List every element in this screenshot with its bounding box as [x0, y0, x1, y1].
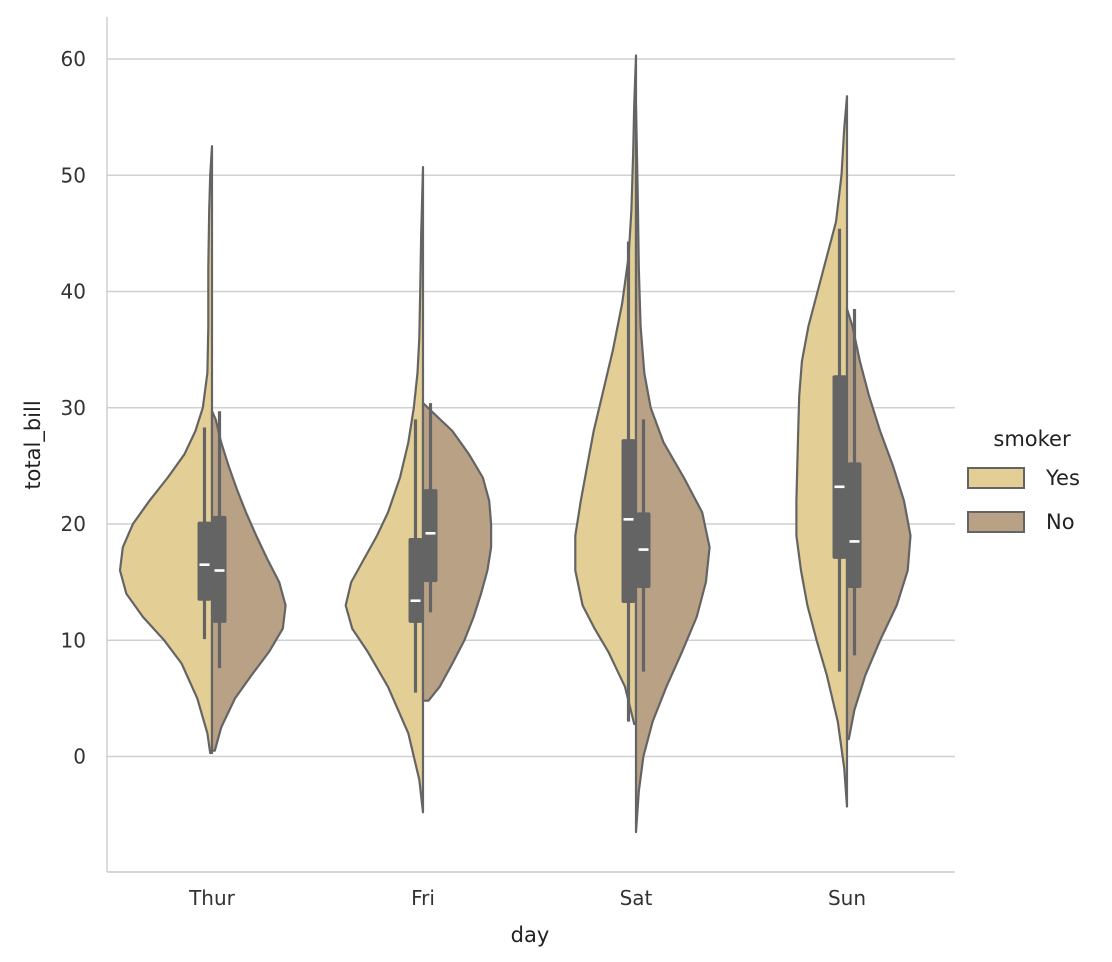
- legend-swatch-no: [967, 511, 1025, 533]
- x-tick-label-thur: Thur: [188, 886, 236, 910]
- axes: [106, 17, 955, 873]
- iqr-box-sun-no: [847, 462, 862, 588]
- legend-swatch-yes: [967, 467, 1025, 489]
- y-tick-label-30: 30: [61, 396, 86, 420]
- violin-sun-no: [845, 307, 912, 741]
- legend-items: Yes No: [967, 466, 1080, 534]
- y-tick-label-20: 20: [61, 512, 86, 536]
- y-axis-label: total_bill: [21, 400, 46, 489]
- y-tick-labels: 0 10 20 30 40 50 60: [61, 47, 86, 769]
- y-tick-label-60: 60: [61, 47, 86, 71]
- y-tick-label-0: 0: [73, 745, 86, 769]
- x-tick-labels: Thur Fri Sat Sun: [188, 886, 866, 910]
- x-axis-label: day: [511, 923, 550, 947]
- iqr-box-sat-yes: [621, 439, 636, 604]
- legend-label-yes: Yes: [1045, 466, 1080, 490]
- violin-sun-yes: [795, 95, 849, 808]
- legend-title: smoker: [993, 427, 1071, 451]
- x-tick-label-fri: Fri: [411, 886, 435, 910]
- violin-thur-no: [210, 410, 287, 752]
- y-tick-label-50: 50: [61, 163, 86, 187]
- iqr-box-sun-yes: [832, 375, 847, 559]
- legend-label-no: No: [1046, 510, 1075, 534]
- x-tick-label-sun: Sun: [828, 886, 866, 910]
- y-tick-label-10: 10: [61, 628, 86, 652]
- violin-plot-area: [118, 54, 912, 834]
- violin-fri-yes: [344, 166, 425, 814]
- iqr-box-fri-yes: [408, 537, 423, 623]
- violin-sat-yes: [574, 54, 638, 726]
- y-tick-label-40: 40: [61, 280, 86, 304]
- violin-sat-no: [634, 104, 711, 834]
- iqr-box-thur-yes: [197, 521, 212, 601]
- violin-thur-yes: [118, 145, 214, 755]
- iqr-box-fri-no: [423, 489, 438, 583]
- x-tick-label-sat: Sat: [620, 886, 653, 910]
- legend: smoker Yes No: [967, 427, 1080, 534]
